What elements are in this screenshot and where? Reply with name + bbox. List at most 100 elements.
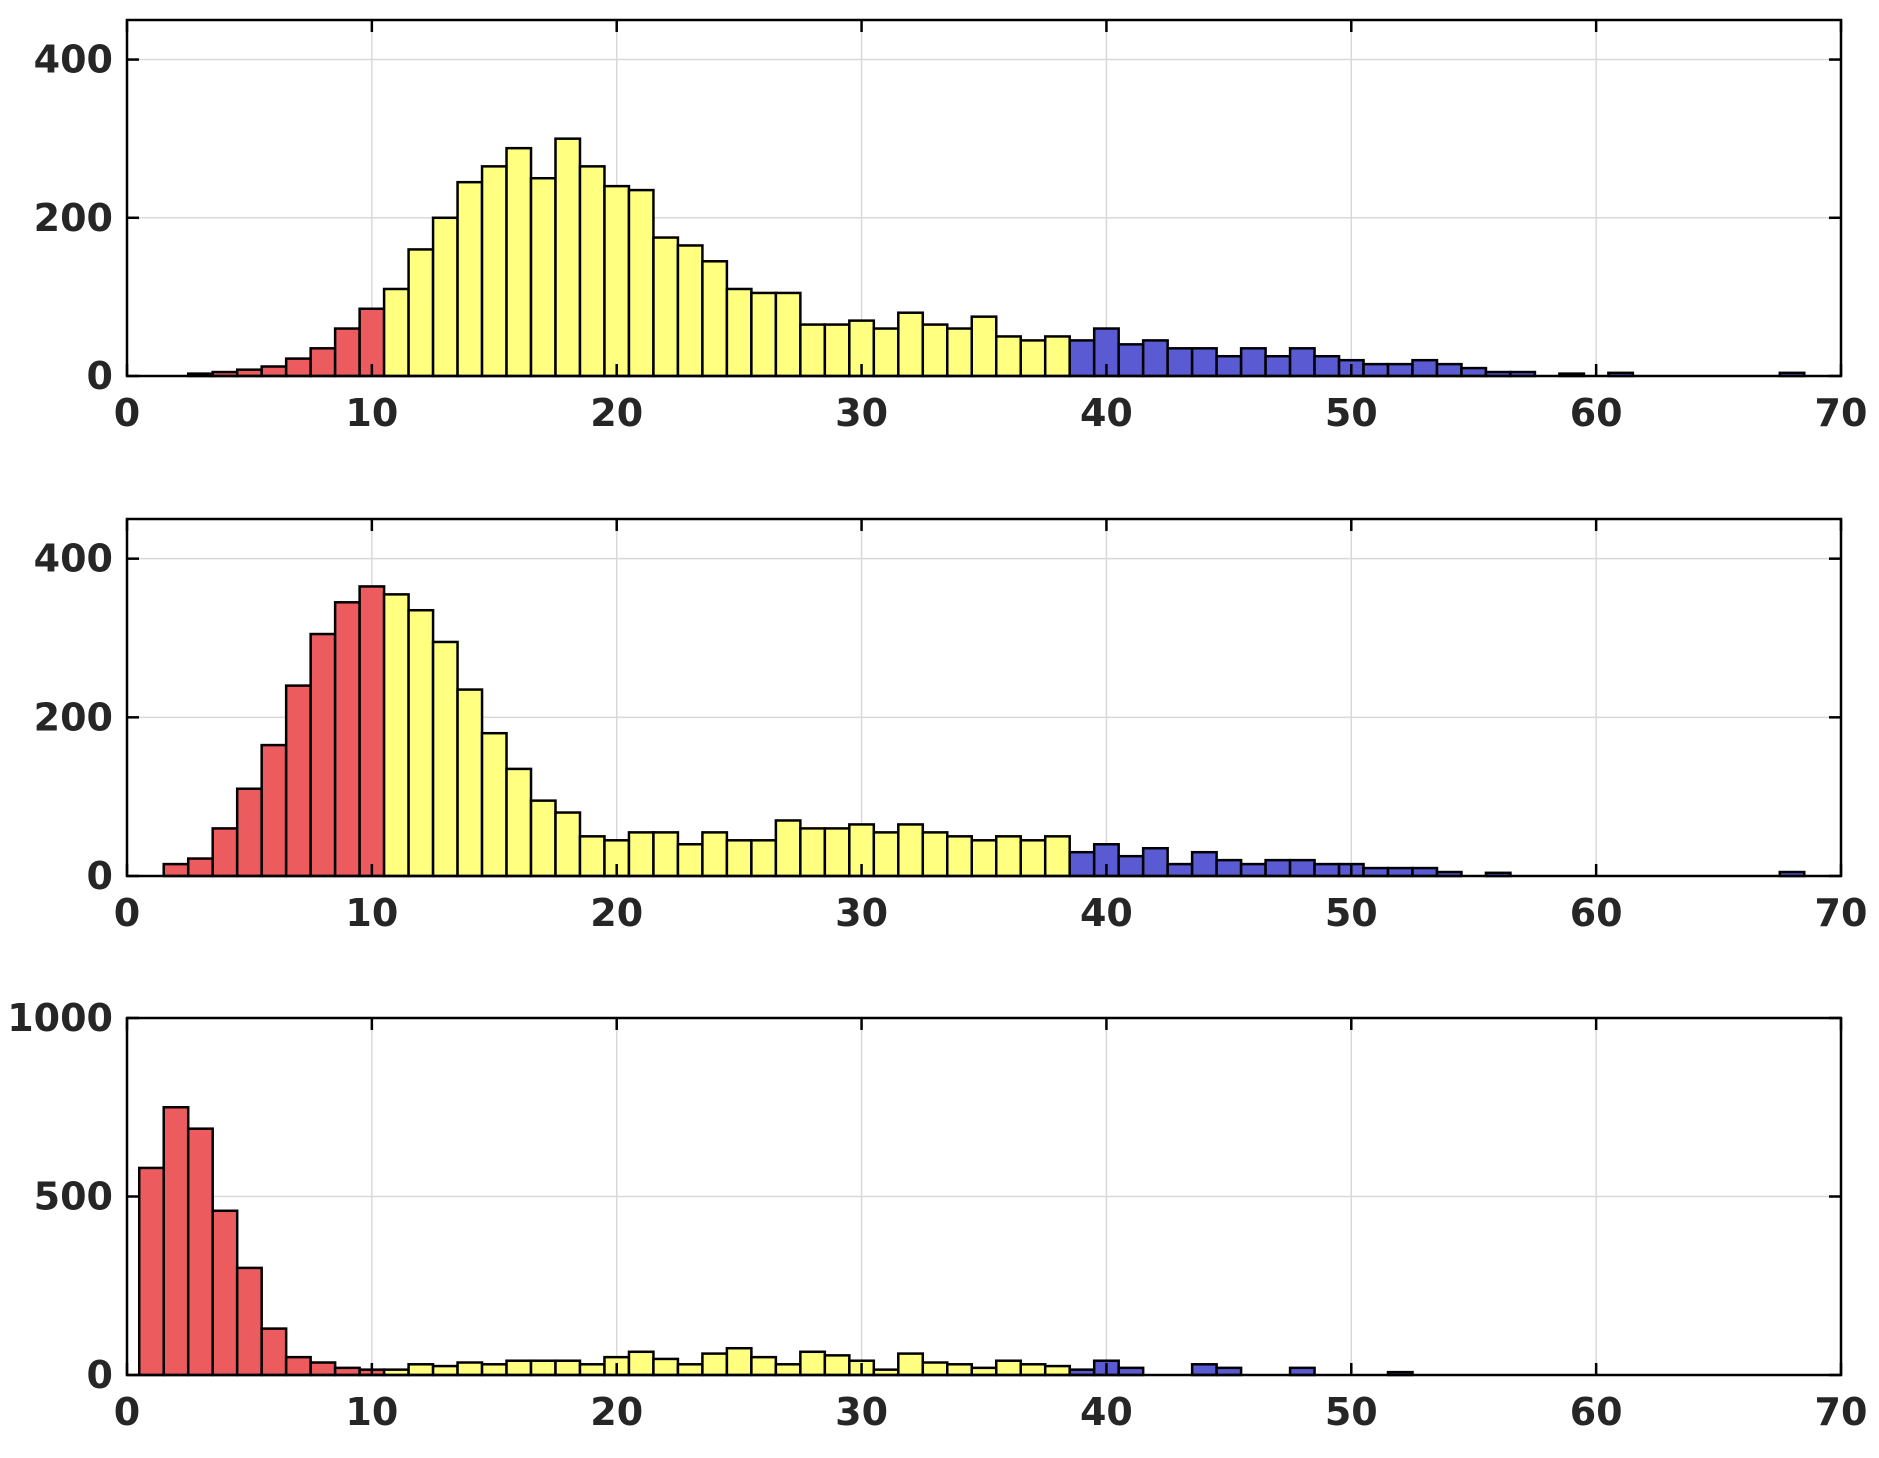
- axes-frame: [125, 517, 1843, 878]
- x-tick-label: 50: [1325, 391, 1378, 435]
- histogram-bar: [260, 365, 288, 378]
- histogram-bar: [1141, 846, 1169, 878]
- histogram-bar: [1166, 347, 1194, 378]
- x-tick-label: 60: [1570, 891, 1623, 935]
- histogram-bar: [505, 1359, 533, 1377]
- x-tick-label: 70: [1815, 891, 1868, 935]
- histogram-bar: [750, 1355, 778, 1377]
- histogram-panel-3: 0 10 20 30 40 50 60 70 0 500 1000: [7, 996, 1867, 1434]
- histogram-bar: [774, 819, 802, 878]
- histogram-bar: [431, 216, 459, 378]
- x-tick-label: 60: [1570, 1390, 1623, 1434]
- y-tick-label: 400: [34, 537, 113, 581]
- histogram-bar: [1043, 1364, 1071, 1377]
- histogram-bar: [1068, 339, 1096, 378]
- histogram-bar: [725, 287, 753, 378]
- x-tick-label: 0: [114, 1390, 140, 1434]
- histogram-bar: [456, 1361, 484, 1377]
- x-tick-label: 70: [1815, 1390, 1868, 1434]
- x-tick-label: 60: [1570, 391, 1623, 435]
- histogram-bar: [1166, 862, 1194, 878]
- histogram-bar: [970, 839, 998, 878]
- histogram-bar: [1411, 358, 1439, 378]
- x-tick-label: 10: [345, 1390, 398, 1434]
- histogram-bar: [578, 835, 606, 878]
- histogram-bar: [284, 1355, 312, 1377]
- histogram-bar: [284, 357, 312, 378]
- histogram-bar: [137, 1166, 165, 1377]
- x-tick-label: 10: [345, 391, 398, 435]
- histogram-bar: [970, 315, 998, 378]
- x-tick-label: 20: [590, 1390, 643, 1434]
- histogram-bar: [186, 857, 214, 878]
- histogram-bar: [823, 827, 851, 878]
- x-tick-label: 30: [835, 891, 888, 935]
- histogram-bar: [676, 1363, 704, 1377]
- histogram-bar: [407, 608, 435, 878]
- histogram-bar: [309, 632, 337, 878]
- histogram-bar: [382, 593, 410, 878]
- histogram-bar: [211, 827, 239, 878]
- histogram-bar: [554, 811, 582, 878]
- histogram-bar: [676, 244, 704, 378]
- histogram-bar: [284, 684, 312, 878]
- histogram-bar: [407, 1363, 435, 1377]
- histogram-panel-2: 0 10 20 30 40 50 60 70 0 200 400: [34, 517, 1868, 935]
- histogram-bar: [211, 1209, 239, 1377]
- histogram-bar: [162, 862, 190, 878]
- y-tick-label: 0: [87, 1353, 113, 1397]
- y-tick-label: 0: [87, 854, 113, 898]
- histogram-bar: [1141, 339, 1169, 378]
- histogram-bar: [382, 287, 410, 378]
- x-tick-label: 40: [1080, 1390, 1133, 1434]
- x-tick-label: 40: [1080, 391, 1133, 435]
- y-tick-label: 500: [34, 1175, 113, 1219]
- histogram-bar: [1264, 858, 1292, 878]
- histogram-bar: [872, 327, 900, 378]
- histogram-bar: [652, 236, 680, 378]
- histogram-bar: [505, 146, 533, 378]
- histogram-bar: [1362, 362, 1390, 378]
- x-tick-label: 30: [835, 1390, 888, 1434]
- histogram-bar: [260, 743, 288, 878]
- histogram-bar: [1043, 335, 1071, 378]
- histogram-bar: [1043, 835, 1071, 878]
- histogram-bar: [701, 1352, 729, 1377]
- histogram-bar: [897, 823, 925, 878]
- histogram-bar: [186, 1127, 214, 1377]
- histogram-bar: [823, 1354, 851, 1377]
- histogram-bar: [994, 835, 1022, 878]
- histogram-bar: [480, 1363, 508, 1377]
- histogram-bar: [554, 1359, 582, 1377]
- histogram-bar: [921, 1361, 949, 1377]
- histogram-bar: [774, 291, 802, 378]
- histogram-bar: [529, 799, 557, 878]
- histogram-bar: [1264, 354, 1292, 378]
- histogram-bar: [235, 1266, 263, 1377]
- histogram-bar: [529, 1359, 557, 1377]
- histogram-bar: [872, 831, 900, 878]
- histogram-bar: [309, 1361, 337, 1377]
- histogram-bar: [1435, 362, 1463, 378]
- histogram-bar: [1239, 347, 1267, 378]
- histogram-bar: [799, 323, 827, 378]
- histogram-bar: [897, 1352, 925, 1377]
- histogram-bar: [921, 323, 949, 378]
- histogram-bar: [676, 843, 704, 878]
- histogram-bar: [1288, 858, 1316, 878]
- histogram-bar: [260, 1327, 288, 1377]
- histogram-bar: [603, 184, 631, 378]
- y-tick-label: 200: [34, 196, 113, 240]
- histogram-bar: [799, 1350, 827, 1377]
- histogram-bar: [725, 839, 753, 878]
- histogram-bar: [946, 327, 974, 378]
- histogram-bar: [333, 327, 361, 378]
- histogram-bar: [750, 291, 778, 378]
- histogram-panel-1: 0 10 20 30 40 50 60 70 0 200 400: [34, 18, 1867, 435]
- histogram-bar: [994, 1359, 1022, 1377]
- histogram-bar: [235, 787, 263, 878]
- histogram-bar: [554, 137, 582, 378]
- histogram-bar: [701, 831, 729, 878]
- histogram-bar: [1190, 850, 1218, 878]
- x-tick-label: 40: [1080, 891, 1133, 935]
